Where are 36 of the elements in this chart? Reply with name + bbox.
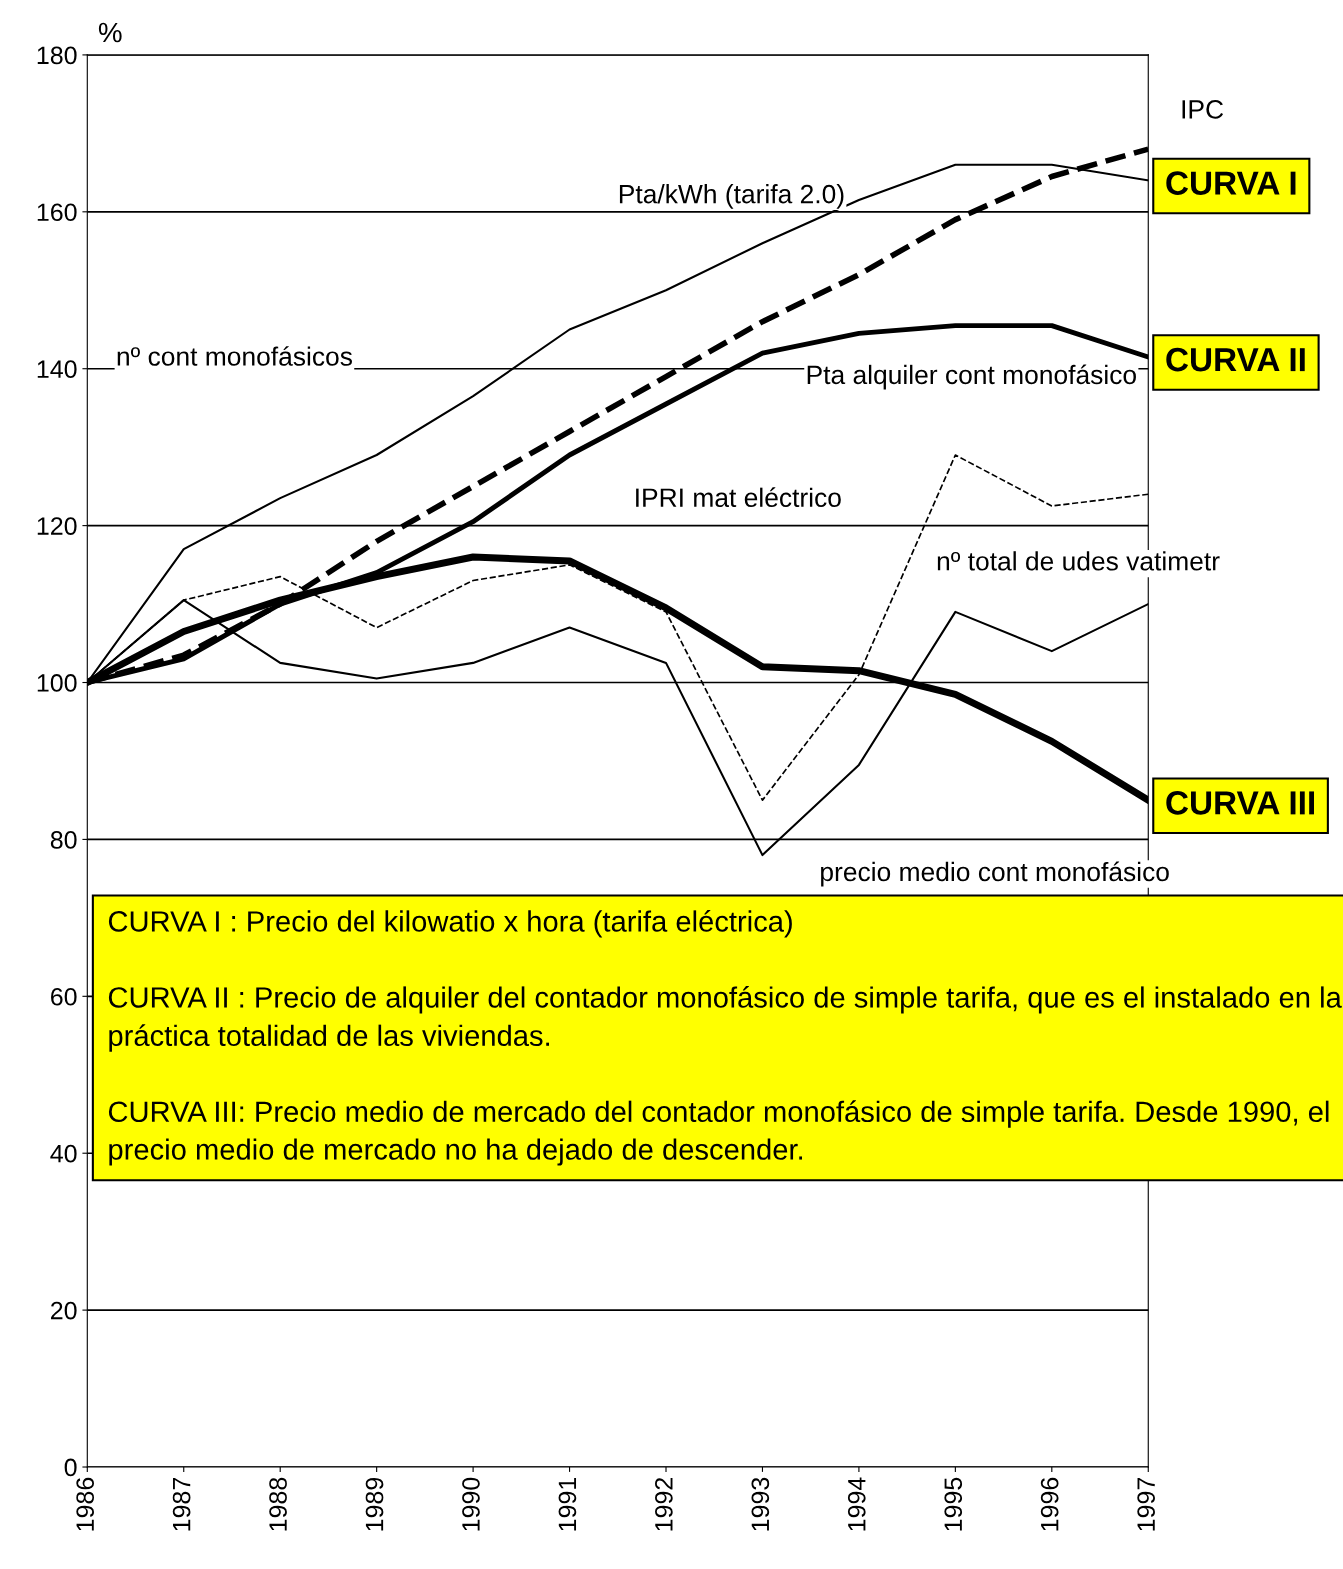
y-tick-label: 60 (51, 987, 77, 1006)
x-tick-label: 1987 (172, 1477, 191, 1531)
annotation: Pta alquiler cont monofásico (807, 364, 1136, 390)
x-tick-label: 1993 (751, 1477, 770, 1531)
x-tick-label: 1995 (944, 1477, 963, 1531)
y-tick-label: 180 (37, 46, 77, 65)
y-axis-title: % (98, 22, 122, 43)
y-tick-label: 140 (37, 360, 77, 379)
x-tick-label: 1992 (655, 1477, 673, 1531)
annotation: Pta/kWh (tarifa 2.0) (619, 184, 844, 209)
text: IPC (1182, 100, 1224, 119)
annotation: precio medio cont monofásico (821, 861, 1169, 887)
x-tick-label: 1986 (76, 1477, 95, 1531)
x-tick-label: 1990 (462, 1477, 480, 1531)
y-tick-label: 100 (37, 674, 77, 692)
annotation: CURVA III: Precio medio de mercado del contador monofásico de simple tarifa. Desde 1990, el precio medio de mercado no ha dejado de descender. (108, 1100, 1329, 1166)
annotation: CURVA II : Precio de alquiler del contador monofásico de simple tarifa, que es el instalado en la práctica totalidad de las viviendas. (108, 986, 1342, 1052)
y-tick-label: 40 (50, 1144, 77, 1163)
annotation: CURVA I : Precio del kilowatio x hora (tarifa eléctrica) (108, 910, 792, 938)
series-label: CURVA III (1166, 791, 1314, 815)
y-tick-label: 80 (50, 831, 77, 849)
x-tick-label: 1988 (269, 1477, 287, 1531)
annotation: IPRI mat eléctrico (636, 487, 841, 508)
x-tick-label: 1996 (1040, 1477, 1059, 1531)
x-tick-label: 1989 (365, 1477, 384, 1531)
annotation: nº cont monofásicos (117, 346, 352, 366)
annotation: nº total de udes vatimetr (937, 551, 1220, 571)
y-tick-label: 0 (64, 1458, 77, 1477)
series-label: CURVA I (1166, 171, 1296, 195)
y-tick-label: 120 (37, 517, 77, 535)
y-tick-label: 20 (51, 1301, 77, 1320)
series-label: CURVA II (1166, 347, 1305, 372)
x-tick-label: 1994 (847, 1477, 866, 1531)
x-tick-label: 1991 (558, 1477, 577, 1531)
y-tick-label: 160 (37, 203, 77, 222)
x-tick-label: 1997 (1137, 1477, 1155, 1531)
